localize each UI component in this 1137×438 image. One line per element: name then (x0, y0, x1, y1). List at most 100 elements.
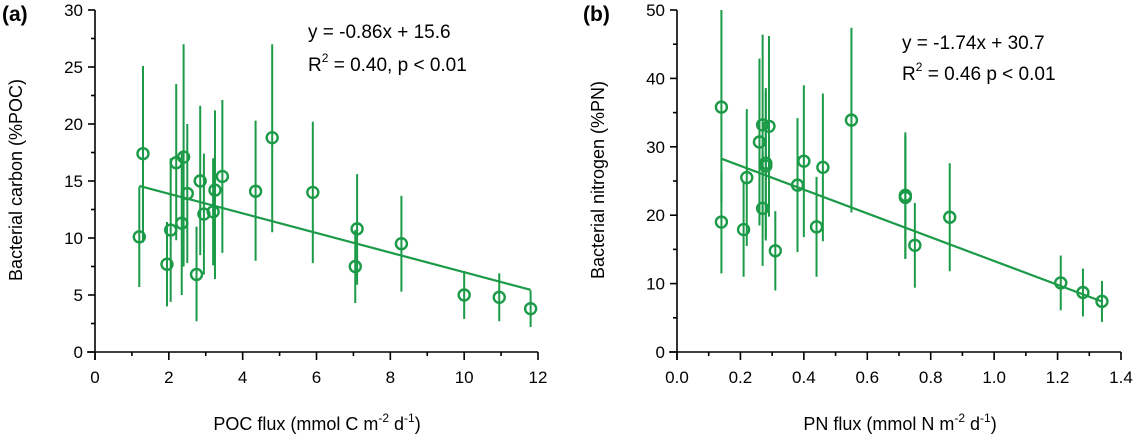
data-point-b (943, 210, 957, 224)
x-tick-label-a: 8 (386, 368, 395, 387)
data-point-a (265, 130, 279, 145)
r2-value-a: = 0.40, p < 0.01 (328, 55, 466, 76)
r2-superscript-a: 2 (322, 51, 329, 65)
x-tick-label-b: 0.6 (855, 368, 879, 387)
data-point-a (248, 184, 263, 198)
x-title-b-sup2: -1 (980, 411, 991, 425)
data-point-b (1095, 294, 1109, 309)
fit-line-group-a (139, 184, 531, 291)
fit-stats-b: R2 = 0.46 p < 0.01 (902, 60, 1056, 85)
y-tick-label-b: 0 (656, 343, 665, 362)
x-tick-label-a: 6 (312, 368, 321, 387)
x-title-b-part1: PN flux (mmol N m (803, 414, 954, 434)
data-point-b (1076, 285, 1090, 300)
data-point-a (492, 290, 506, 304)
x-title-a-part1: POC flux (mmol C m (213, 414, 378, 434)
regression-line-a (139, 184, 531, 291)
data-point-b (1054, 276, 1068, 290)
x-tick-label-a: 2 (164, 368, 173, 387)
x-axis-title-b: PN flux (mmol N m-2 d-1) (803, 411, 996, 434)
fit-equation-a: y = -0.86x + 15.6 (308, 22, 451, 43)
data-point-a (394, 236, 409, 251)
y-tick-label-a: 30 (64, 1, 83, 20)
x-title-b-part2: d (965, 414, 980, 434)
data-point-a (206, 205, 220, 219)
y-tick-label-b: 20 (646, 206, 665, 225)
panel-label-a: (a) (2, 3, 28, 26)
y-tick-label-b: 10 (646, 275, 665, 294)
data-point-a (180, 186, 194, 201)
r2-symbol-b: R (902, 64, 916, 85)
y-tick-label-a: 20 (64, 115, 83, 134)
data-point-b (844, 113, 859, 127)
data-point-a (457, 288, 471, 302)
axes-b: 0 10 20 30 40 50 0.0 0.2 0.4 0.6 0.8 1.0 1.2 1.4 (646, 1, 1133, 387)
data-point-a (208, 183, 222, 197)
x-tick-label-a: 4 (238, 368, 247, 387)
data-points-b (714, 10, 1109, 322)
fit-stats-a: R2 = 0.40, p < 0.01 (308, 51, 467, 76)
regression-line-b (721, 157, 1103, 303)
y-tick-label-a: 15 (64, 172, 83, 191)
x-tick-label-b: 0.2 (729, 368, 753, 387)
x-title-b-sup1: -2 (954, 411, 965, 425)
data-point-b (762, 119, 776, 133)
y-tick-label-a: 5 (74, 286, 83, 305)
x-tick-label-a: 10 (455, 368, 474, 387)
data-point-b (816, 160, 830, 175)
fit-equation-b: y = -1.74x + 30.7 (902, 33, 1045, 54)
data-point-b (908, 238, 922, 252)
data-point-b (768, 244, 783, 258)
x-tick-label-b: 1.4 (1109, 368, 1133, 387)
y-tick-label-a: 10 (64, 229, 83, 248)
y-axis-title-b: Bacterial nitrogen (%PN) (588, 81, 608, 279)
x-title-a-sup2: -1 (404, 411, 415, 425)
data-point-b (736, 222, 751, 237)
data-point-a (215, 169, 230, 184)
data-point-a (348, 259, 362, 274)
x-axis-title-a: POC flux (mmol C m-2 d-1) (213, 411, 420, 434)
data-point-a (523, 301, 538, 316)
x-tick-label-b: 1.0 (982, 368, 1006, 387)
y-tick-label-b: 50 (646, 1, 665, 20)
x-tick-label-b: 0.8 (919, 368, 943, 387)
y-tick-label-b: 40 (646, 69, 665, 88)
r2-superscript-b: 2 (916, 60, 923, 74)
data-point-b (714, 215, 729, 229)
axes-a: 0 5 10 15 20 25 30 0 2 4 6 8 10 12 (64, 1, 547, 387)
data-point-a (189, 267, 204, 282)
data-point-a (193, 174, 207, 188)
chart-panel-a: (a) 0 5 10 15 20 25 30 0 2 4 6 8 10 12 y = -0.86x + 1… (2, 1, 547, 434)
x-tick-label-b: 1.2 (1046, 368, 1070, 387)
data-point-a (132, 230, 147, 244)
x-title-b-part3: ) (991, 414, 997, 434)
data-point-b (898, 190, 913, 205)
data-points-a (132, 44, 538, 327)
data-point-a (136, 146, 150, 161)
data-point-b (740, 170, 754, 185)
x-tick-label-b: 0.4 (792, 368, 816, 387)
x-tick-label-a: 12 (529, 368, 548, 387)
x-tick-label-a: 0 (90, 368, 99, 387)
y-axis-title-a: Bacterial carbon (%POC) (6, 79, 26, 281)
data-point-a (160, 257, 174, 271)
y-tick-label-b: 30 (646, 138, 665, 157)
y-tick-label-a: 25 (64, 58, 83, 77)
panel-label-b: (b) (583, 3, 610, 26)
data-point-a (350, 222, 364, 236)
r2-symbol-a: R (308, 55, 322, 76)
data-point-b (714, 100, 729, 114)
y-tick-label-a: 0 (74, 343, 83, 362)
r2-value-b: = 0.46 p < 0.01 (922, 64, 1055, 85)
data-point-a (176, 150, 191, 164)
data-point-a (306, 185, 320, 200)
x-title-a-part2: d (389, 414, 404, 434)
x-tick-label-b: 0.0 (665, 368, 689, 387)
fit-line-group-b (721, 157, 1103, 303)
data-point-b (759, 159, 773, 173)
x-title-a-sup1: -2 (378, 411, 389, 425)
data-point-b (797, 154, 811, 168)
x-title-a-part3: ) (415, 414, 421, 434)
